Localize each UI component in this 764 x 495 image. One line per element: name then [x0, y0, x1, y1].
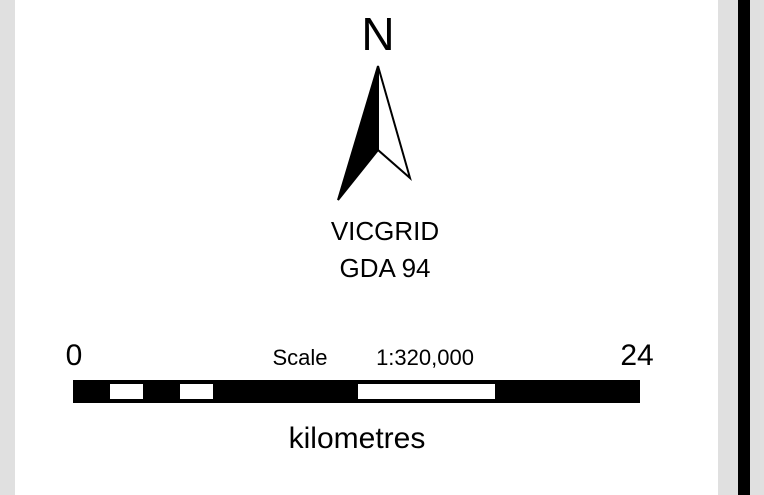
scale-end: 24 — [620, 339, 653, 372]
projection-line: VICGRID — [331, 216, 439, 246]
scale-segment — [358, 384, 495, 399]
north-label: N — [361, 8, 394, 60]
scale-segment — [110, 384, 143, 399]
scale-bar-base — [73, 380, 640, 403]
panel — [15, 0, 718, 495]
arrow-left-half — [337, 65, 379, 201]
scale-segment — [180, 384, 213, 399]
north-arrow — [337, 65, 412, 201]
scale-label: Scale — [272, 345, 327, 370]
projection-line: GDA 94 — [339, 253, 430, 283]
scale-bar — [73, 380, 640, 403]
frame-bar — [738, 0, 750, 495]
scale-start: 0 — [66, 339, 83, 372]
scale-units: kilometres — [289, 422, 426, 455]
scale-ratio: 1:320,000 — [376, 345, 474, 370]
